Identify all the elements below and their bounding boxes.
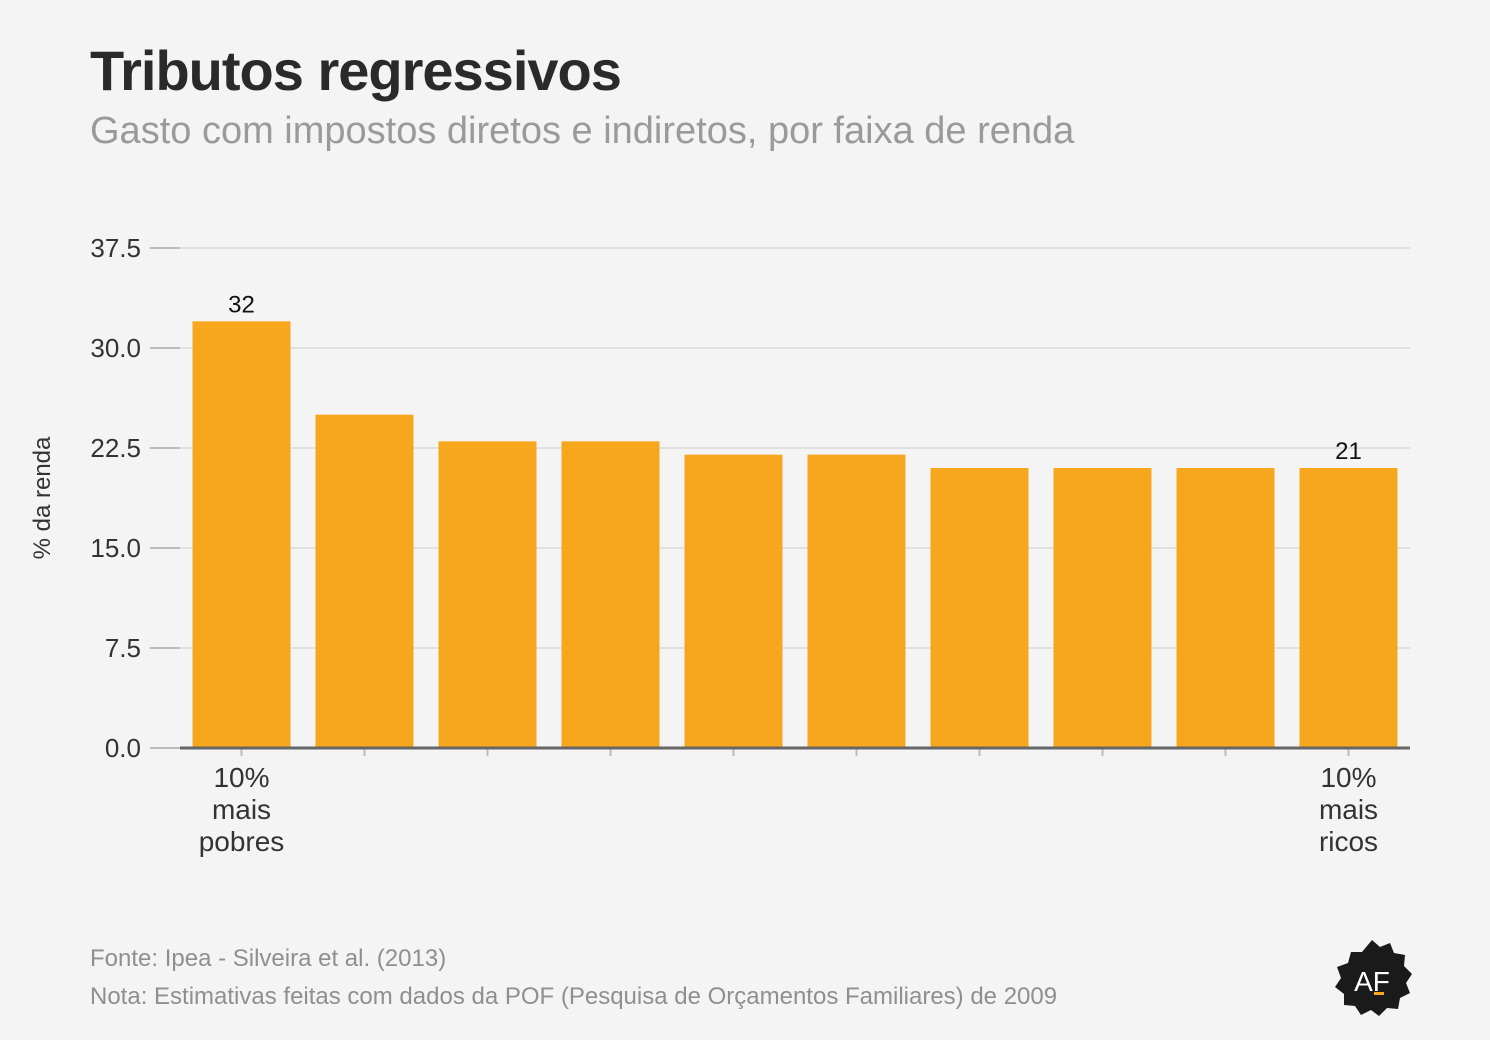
logo-text: AF xyxy=(1354,966,1390,997)
x-tick-label: mais xyxy=(212,794,271,825)
x-tick-label: pobres xyxy=(199,826,285,857)
x-tick-label: 10% xyxy=(1320,762,1376,793)
publisher-logo: AF xyxy=(1335,940,1412,1016)
bar xyxy=(807,454,906,748)
bar-value-label: 32 xyxy=(228,291,255,318)
bar xyxy=(438,441,537,748)
bar xyxy=(315,414,414,748)
y-tick-label: 37.5 xyxy=(90,233,141,263)
x-tick-label: mais xyxy=(1319,794,1378,825)
y-tick-label: 0.0 xyxy=(105,733,141,763)
bar xyxy=(1053,468,1152,748)
y-axis-label: % da renda xyxy=(29,436,56,559)
bar xyxy=(1299,468,1398,748)
y-tick-label: 22.5 xyxy=(90,433,141,463)
bar xyxy=(192,321,291,748)
x-tick-label: 10% xyxy=(213,762,269,793)
logo-accent xyxy=(1374,992,1384,995)
bar xyxy=(561,441,660,748)
chart-subtitle: Gasto com impostos diretos e indiretos, … xyxy=(90,110,1075,152)
y-tick-label: 15.0 xyxy=(90,533,141,563)
y-tick-label: 30.0 xyxy=(90,333,141,363)
bar xyxy=(1176,468,1275,748)
y-tick-label: 7.5 xyxy=(105,633,141,663)
bar-value-label: 21 xyxy=(1335,438,1362,465)
logo-badge-shape xyxy=(1335,940,1412,1016)
chart-title: Tributos regressivos xyxy=(90,39,622,102)
methodology-note: Nota: Estimativas feitas com dados da PO… xyxy=(90,983,1058,1010)
source-note: Fonte: Ipea - Silveira et al. (2013) xyxy=(90,945,447,972)
bar xyxy=(684,454,783,748)
x-tick-label: ricos xyxy=(1319,826,1378,857)
bar xyxy=(930,468,1029,748)
